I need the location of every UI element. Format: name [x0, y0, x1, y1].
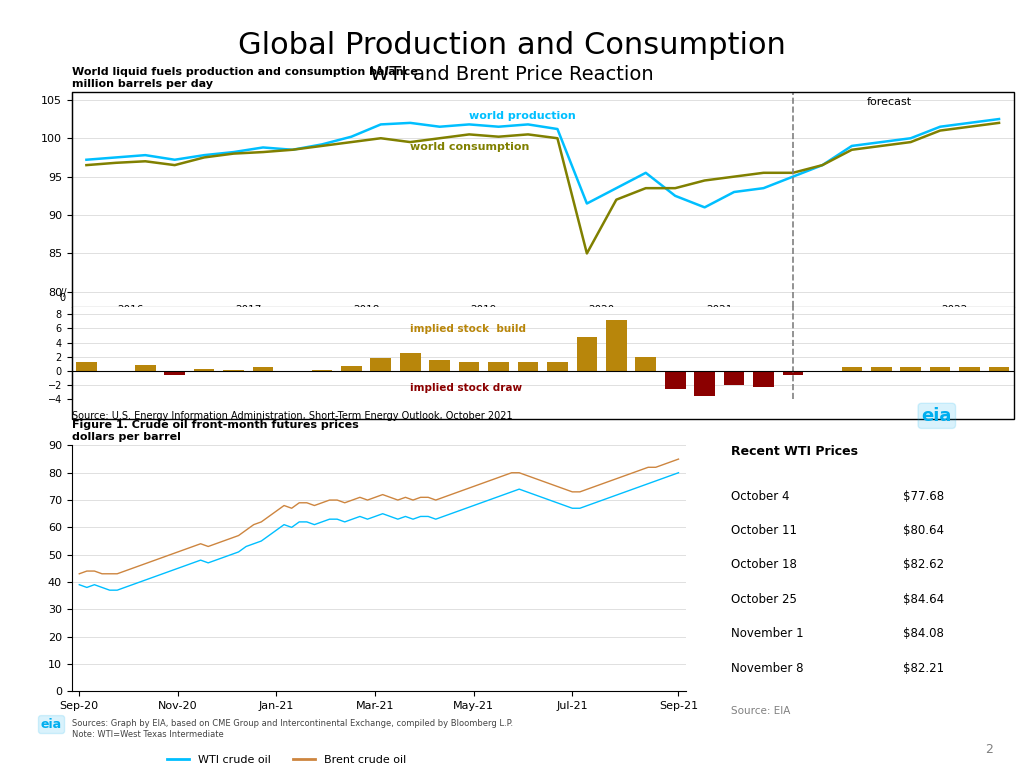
Text: $84.64: $84.64: [903, 593, 944, 606]
Text: Source: U.S. Energy Information Administration, Short-Term Energy Outlook, Octob: Source: U.S. Energy Information Administ…: [72, 411, 512, 421]
Bar: [76, 362, 96, 371]
Bar: [459, 362, 479, 371]
Bar: [989, 367, 1010, 371]
Text: $77.68: $77.68: [903, 490, 944, 503]
Bar: [782, 371, 803, 375]
Text: Sources: Graph by EIA, based on CME Group and Intercontinental Exchange, compile: Sources: Graph by EIA, based on CME Grou…: [72, 719, 513, 728]
Text: 2022: 2022: [942, 306, 968, 316]
Bar: [842, 367, 862, 371]
Text: Recent WTI Prices: Recent WTI Prices: [731, 445, 858, 458]
Text: $82.21: $82.21: [903, 662, 944, 675]
Text: 2020: 2020: [589, 306, 614, 316]
Text: Figure 1. Crude oil front-month futures prices
dollars per barrel: Figure 1. Crude oil front-month futures …: [72, 420, 358, 442]
Bar: [577, 337, 597, 371]
Bar: [959, 367, 980, 371]
Text: implied stock  build: implied stock build: [411, 324, 526, 334]
Text: 2017: 2017: [236, 306, 261, 316]
Text: world consumption: world consumption: [411, 142, 529, 152]
Bar: [636, 357, 656, 371]
Bar: [754, 371, 774, 386]
Text: Source: EIA: Source: EIA: [731, 706, 791, 716]
Text: Global Production and Consumption: Global Production and Consumption: [238, 31, 786, 60]
Text: //: //: [59, 288, 67, 298]
Text: October 25: October 25: [731, 593, 797, 606]
Text: 2: 2: [985, 743, 993, 756]
Bar: [400, 353, 421, 371]
Bar: [253, 367, 273, 371]
Bar: [547, 362, 567, 371]
Text: WTI and Brent Price Reaction: WTI and Brent Price Reaction: [371, 65, 653, 84]
Bar: [311, 369, 332, 371]
Text: forecast: forecast: [866, 98, 911, 108]
Bar: [930, 367, 950, 371]
Text: $80.64: $80.64: [903, 524, 944, 537]
Text: 0: 0: [59, 293, 66, 303]
Text: $82.62: $82.62: [903, 558, 944, 571]
Text: October 11: October 11: [731, 524, 797, 537]
Legend: WTI crude oil, Brent crude oil: WTI crude oil, Brent crude oil: [163, 751, 411, 768]
Text: Note: WTI=West Texas Intermediate: Note: WTI=West Texas Intermediate: [72, 730, 223, 740]
Text: eia: eia: [41, 718, 62, 731]
Text: November 1: November 1: [731, 627, 804, 641]
Bar: [694, 371, 715, 396]
Bar: [665, 371, 685, 389]
Text: November 8: November 8: [731, 662, 804, 675]
Bar: [194, 369, 214, 371]
Bar: [429, 360, 450, 371]
Bar: [871, 367, 892, 371]
Bar: [165, 371, 185, 375]
Text: 2021: 2021: [707, 306, 732, 316]
Bar: [341, 366, 361, 371]
Bar: [105, 371, 126, 372]
Text: 2019: 2019: [471, 306, 497, 316]
Bar: [606, 320, 627, 371]
Bar: [724, 371, 744, 386]
Text: October 18: October 18: [731, 558, 797, 571]
Text: 2016: 2016: [118, 306, 143, 316]
Bar: [900, 367, 921, 371]
Text: implied stock draw: implied stock draw: [411, 383, 522, 393]
Text: eia: eia: [922, 407, 952, 425]
Text: world production: world production: [469, 111, 575, 121]
Bar: [518, 362, 539, 371]
Text: 2018: 2018: [353, 306, 379, 316]
Bar: [371, 358, 391, 371]
Bar: [223, 369, 244, 371]
Bar: [488, 362, 509, 371]
Bar: [135, 366, 156, 371]
Text: World liquid fuels production and consumption balance
million barrels per day: World liquid fuels production and consum…: [72, 67, 418, 88]
Text: October 4: October 4: [731, 490, 790, 503]
Text: $84.08: $84.08: [903, 627, 944, 641]
